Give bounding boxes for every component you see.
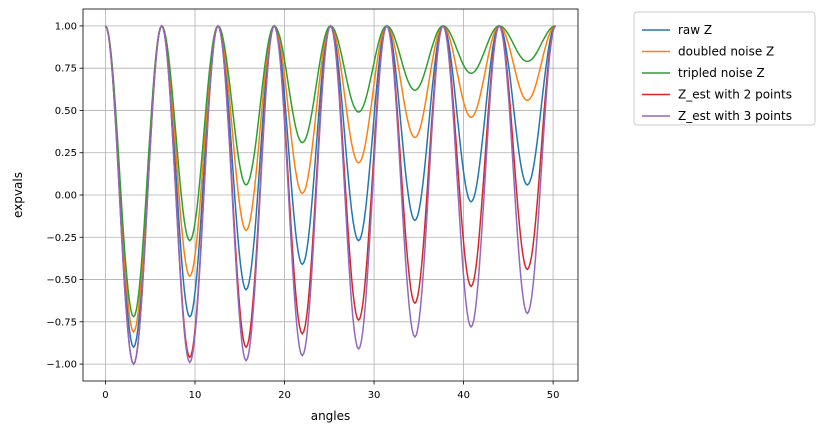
x-tick-label: 0 [102, 390, 108, 401]
y-axis-label: expvals [11, 172, 25, 218]
y-tick-label: −0.25 [46, 233, 77, 244]
y-tick-label: 0.00 [55, 191, 77, 202]
series-line-2 [104, 24, 556, 318]
x-tick-label: 20 [278, 390, 291, 401]
y-tick-label: −0.75 [46, 317, 77, 328]
series-line-1 [104, 24, 556, 334]
x-axis-label: angles [311, 409, 351, 423]
series-lines [104, 24, 557, 366]
legend-label: doubled noise Z [678, 45, 774, 59]
series-line-4 [104, 24, 557, 366]
legend-label: raw Z [678, 23, 712, 37]
y-tick-label: 0.25 [55, 148, 77, 159]
legend-label: Z_est with 3 points [678, 109, 792, 123]
x-tick-label: 30 [368, 390, 381, 401]
legend: raw Z doubled noise Z tripled noise Z Z_est… [633, 11, 816, 126]
y-tick-label: 1.00 [55, 21, 77, 32]
series-line-0 [104, 24, 556, 349]
x-tick-label: 10 [189, 390, 202, 401]
grid [83, 9, 578, 381]
y-tick-label: 0.75 [55, 64, 77, 75]
y-tick-label: −0.50 [46, 275, 77, 286]
legend-frame [633, 11, 816, 126]
legend-label: Z_est with 2 points [678, 88, 792, 102]
y-tick-label: 0.50 [55, 106, 77, 117]
y-tick-label: −1.00 [46, 360, 77, 371]
x-tick-label: 40 [457, 390, 470, 401]
legend-label: tripled noise Z [678, 66, 765, 80]
x-tick-label: 50 [547, 390, 560, 401]
ticks: 0 10 20 30 40 50 −1.00 −0.75 −0.50 −0.25 0.00 0.25 0… [46, 21, 559, 401]
